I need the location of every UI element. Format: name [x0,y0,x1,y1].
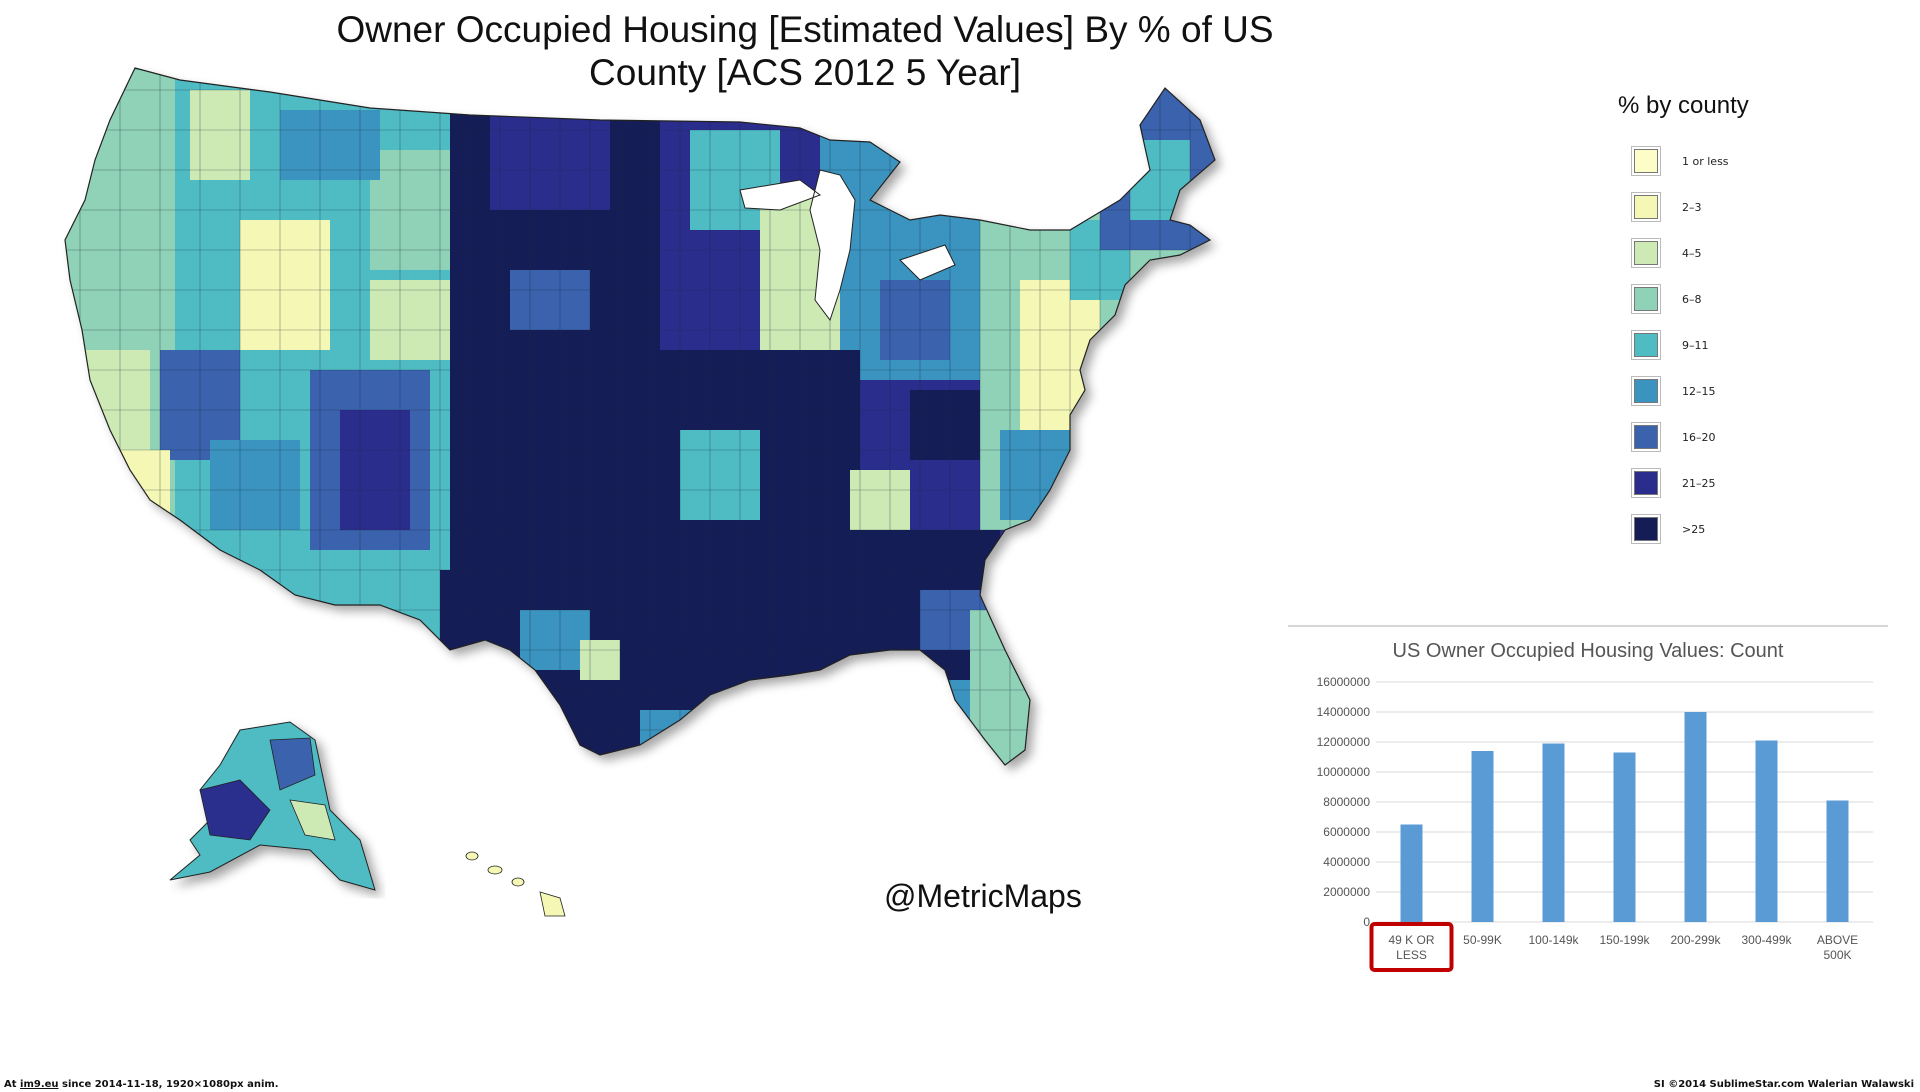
y-tick-label: 10000000 [1317,765,1371,779]
legend-label: 1 or less [1682,154,1729,168]
alaska [169,721,376,891]
great-lakes [739,169,956,322]
legend-label: 16–20 [1682,430,1716,444]
housing-values-bar-chart: US Owner Occupied Housing Values: Count … [1288,625,1888,975]
bar [1613,752,1636,922]
y-tick-label: 8000000 [1323,795,1370,809]
us-county-choropleth-map [64,67,1216,917]
legend-item: 16–20 [1632,414,1860,460]
legend-swatch [1632,285,1660,313]
x-tick-label: 50-99K [1463,933,1502,947]
y-tick-label: 16000000 [1317,675,1371,689]
footer-left: At im9.eu since 2014-11-18, 1920×1080px … [4,1079,279,1090]
legend-item: 21–25 [1632,460,1860,506]
legend-title: % by county [1618,92,1749,119]
legend-label: 2–3 [1682,200,1702,214]
y-tick-label: 0 [1363,915,1370,929]
county-fills [65,68,1215,765]
legend-swatch [1632,147,1660,175]
legend-swatch [1632,331,1660,359]
bar [1684,712,1707,922]
highlight-box [1369,922,1454,972]
legend-label: >25 [1682,522,1706,536]
x-tick-label: ABOVE 500K [1817,933,1858,962]
legend-swatch [1632,515,1660,543]
legend-item: 9–11 [1632,322,1860,368]
map-title: Owner Occupied Housing [Estimated Values… [336,9,1274,93]
legend-swatch [1632,423,1660,451]
x-tick-label: 100-149k [1528,933,1579,947]
legend-swatch [1632,239,1660,267]
chart-title: US Owner Occupied Housing Values: Count [1392,640,1784,662]
footer-left-prefix: At [4,1079,21,1090]
metricmaps-watermark: @MetricMaps [884,878,1082,914]
x-tick-label: 49 K OR LESS [1388,933,1434,962]
x-tick-label: 300-499k [1741,933,1792,947]
bar [1826,800,1849,922]
footer-right: SI ©2014 SublimeStar.com Walerian Walaws… [1653,1079,1914,1090]
legend-item: 6–8 [1632,276,1860,322]
legend-item: >25 [1632,506,1860,552]
im9-link[interactable]: im9.eu [20,1079,59,1090]
bar [1471,751,1494,922]
legend-label: 12–15 [1682,384,1716,398]
bar [1542,743,1565,922]
legend-label: 21–25 [1682,476,1716,490]
x-tick-label: 200-299k [1670,933,1721,947]
legend-item: 2–3 [1632,184,1860,230]
bar [1400,824,1423,922]
bar [1755,740,1778,922]
footer-left-suffix: since 2014-11-18, 1920×1080px anim. [58,1079,279,1090]
y-tick-label: 2000000 [1323,885,1370,899]
legend-item: 1 or less [1632,138,1860,184]
hawaii [465,851,566,917]
legend-swatch [1632,469,1660,497]
legend-swatch [1632,193,1660,221]
y-tick-label: 4000000 [1323,855,1370,869]
legend-items: 1 or less 2–3 4–5 6–8 9–11 12–15 16–20 21–25 >25 [1600,138,1860,552]
legend-item: 4–5 [1632,230,1860,276]
legend-item: 12–15 [1632,368,1860,414]
legend-swatch [1632,377,1660,405]
y-tick-label: 14000000 [1317,705,1371,719]
legend-label: 6–8 [1682,292,1702,306]
y-tick-label: 12000000 [1317,735,1371,749]
y-tick-label: 6000000 [1323,825,1370,839]
legend-label: 4–5 [1682,246,1702,260]
map-legend: % by county 1 or less 2–3 4–5 6–8 9–11 12–15 1… [1600,92,1860,552]
x-tick-label: 150-199k [1599,933,1650,947]
legend-label: 9–11 [1682,338,1709,352]
chart-svg: 0 2000000 4000000 6000000 8000000 10000000 120… [1288,625,1888,972]
